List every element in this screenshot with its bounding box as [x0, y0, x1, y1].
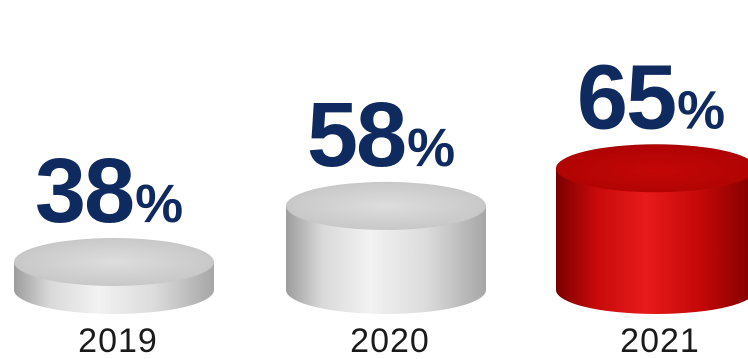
- value-label-2021: 65%: [577, 46, 724, 148]
- bar-body: [286, 205, 486, 314]
- bar-body: [556, 168, 748, 314]
- bar-2020: [286, 181, 486, 314]
- value-suffix: %: [677, 80, 724, 140]
- value-label-2020: 58%: [307, 84, 454, 186]
- value-suffix: %: [135, 174, 182, 234]
- value-labels-layer: 38% 58% 65%: [35, 46, 726, 242]
- bars-layer: [14, 144, 748, 314]
- value-number: 58: [307, 84, 405, 186]
- bar-2019: [14, 238, 214, 314]
- bar-2021: [556, 144, 748, 314]
- bar-top: [556, 144, 748, 193]
- value-suffix: %: [407, 118, 454, 178]
- category-label-2020: 2020: [350, 322, 430, 359]
- category-labels-layer: 2019 2020 2021: [78, 322, 700, 359]
- bar-top: [286, 181, 486, 230]
- value-label-2019: 38%: [35, 140, 182, 242]
- bar-top: [14, 238, 214, 286]
- category-label-2021: 2021: [620, 322, 700, 359]
- category-label-2019: 2019: [78, 322, 158, 359]
- value-number: 38: [35, 140, 133, 242]
- value-number: 65: [577, 46, 675, 148]
